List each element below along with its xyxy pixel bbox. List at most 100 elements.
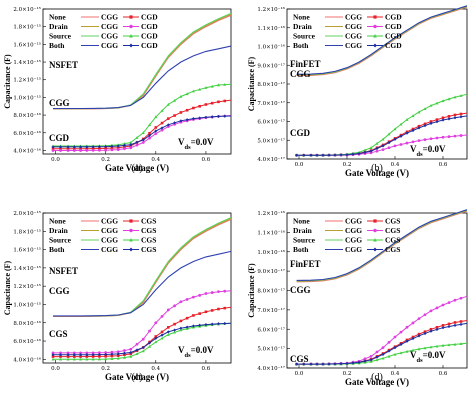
data-point (51, 355, 55, 358)
data-point (345, 361, 349, 366)
data-point (198, 312, 201, 315)
data-point (73, 147, 76, 150)
data-point (59, 145, 63, 149)
data-point (173, 322, 176, 326)
data-point (141, 349, 145, 353)
annotation-vds: Vds=0.0V (178, 345, 214, 359)
data-point (116, 146, 120, 150)
data-point (148, 329, 151, 333)
data-point (160, 128, 164, 132)
data-point (441, 99, 445, 103)
data-point (116, 148, 120, 151)
data-point (91, 351, 95, 355)
data-point (435, 344, 439, 348)
data-point (210, 101, 214, 105)
data-point (129, 140, 133, 144)
data-point (417, 110, 421, 114)
data-point (110, 352, 114, 356)
legend-entry-name: Source (49, 236, 72, 245)
y-tick-label: 8.0×10⁻¹⁷ (257, 81, 285, 88)
data-point (399, 330, 403, 334)
legend-entry-label: CGG (101, 32, 118, 41)
data-point (459, 94, 463, 97)
data-point (417, 126, 421, 130)
x-tick-label: 0.4 (151, 157, 160, 163)
data-point (321, 153, 325, 157)
data-point (393, 335, 397, 339)
data-point (417, 124, 421, 128)
legend-marker (129, 24, 133, 29)
data-point (381, 144, 385, 148)
data-point (441, 118, 445, 122)
data-point (173, 121, 177, 125)
data-point (154, 321, 158, 325)
data-point (129, 350, 133, 355)
series-line-cgg-both (53, 45, 232, 110)
data-point (447, 97, 451, 101)
data-point (179, 300, 183, 304)
data-point (135, 143, 139, 147)
data-point (79, 357, 83, 361)
annotation-vds: Vds=0.0V (410, 144, 446, 158)
data-point (66, 357, 70, 361)
data-point (97, 145, 101, 149)
data-point (453, 116, 457, 120)
data-point (104, 147, 107, 150)
data-point (154, 336, 158, 340)
data-point (363, 359, 367, 363)
data-point (185, 108, 189, 112)
data-point (333, 362, 337, 366)
legend-marker (129, 238, 133, 242)
data-point (166, 123, 170, 127)
data-point (110, 357, 114, 360)
legend-entry-label: CGG (345, 32, 362, 41)
data-point (154, 340, 158, 344)
data-point (123, 147, 126, 151)
data-point (185, 118, 189, 122)
panel-caption: (d) (371, 372, 383, 383)
y-tick-label: 1.2×10⁻¹⁵ (13, 283, 41, 290)
legend-entry-label: CGG (101, 217, 118, 226)
y-tick-label: 1.1×10⁻¹⁶ (257, 229, 285, 236)
data-point (216, 114, 220, 119)
data-point (91, 145, 95, 149)
legend-marker (129, 43, 133, 48)
data-point (85, 149, 89, 152)
y-tick-label: 5.0×10⁻¹⁷ (257, 346, 285, 353)
data-point (110, 146, 114, 150)
legend-entry-label: CGS (141, 245, 156, 254)
data-point (327, 362, 331, 366)
data-point (129, 347, 133, 351)
legend-entry-name: Drain (49, 22, 69, 31)
data-point (167, 117, 170, 120)
data-point (363, 357, 367, 361)
y-tick-label: 1.8×10⁻¹⁵ (13, 24, 41, 31)
data-point (85, 353, 89, 357)
data-point (447, 117, 451, 121)
data-point (223, 114, 227, 118)
data-point (104, 351, 108, 354)
y-tick-label: 4.0×10⁻¹⁶ (13, 356, 41, 363)
data-point (453, 323, 457, 327)
data-point (315, 362, 319, 366)
data-point (129, 146, 133, 150)
data-point (399, 134, 403, 138)
data-point (399, 143, 403, 146)
data-point (399, 351, 403, 355)
legend-marker (373, 15, 377, 19)
panel-caption: (a) (131, 163, 142, 174)
x-axis-label: Gate Voltage (V) (105, 372, 169, 382)
data-point (375, 141, 379, 145)
data-point (59, 353, 63, 357)
device-label: FinFET (290, 259, 321, 269)
data-point (154, 132, 158, 136)
data-point (91, 148, 95, 152)
legend-entry-name: Drain (293, 226, 313, 235)
legend-entry-label: CGG (345, 22, 362, 31)
data-point (85, 351, 89, 355)
legend-entry-label: CGD (385, 32, 402, 41)
series-line-cgg-both (53, 250, 232, 317)
data-point (98, 355, 101, 358)
legend-entry-label: CGG (345, 217, 362, 226)
data-point (381, 352, 385, 357)
